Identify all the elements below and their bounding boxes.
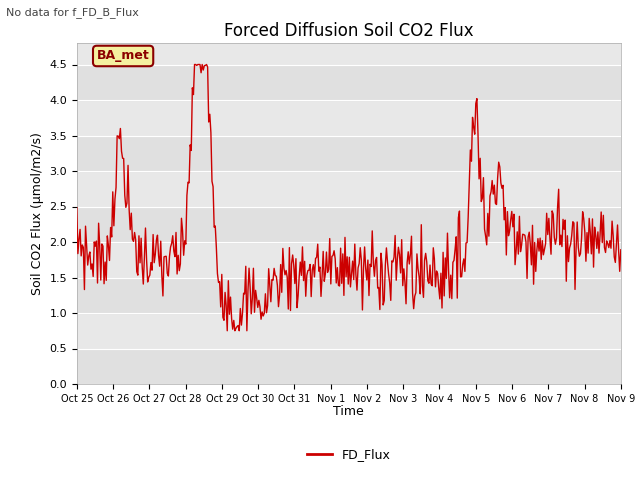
Bar: [77, 64, 621, 100]
Bar: [77, 348, 621, 384]
Bar: [77, 313, 621, 348]
Bar: [77, 277, 621, 313]
Bar: [77, 242, 621, 277]
Bar: [77, 29, 621, 64]
Text: BA_met: BA_met: [97, 49, 150, 62]
Bar: [77, 171, 621, 206]
Bar: [77, 206, 621, 242]
Text: No data for f_FD_B_Flux: No data for f_FD_B_Flux: [6, 7, 140, 18]
X-axis label: Time: Time: [333, 405, 364, 418]
Bar: [77, 135, 621, 171]
Bar: [77, 100, 621, 135]
Title: Forced Diffusion Soil CO2 Flux: Forced Diffusion Soil CO2 Flux: [224, 22, 474, 40]
Y-axis label: Soil CO2 Flux (μmol/m2/s): Soil CO2 Flux (μmol/m2/s): [31, 132, 44, 295]
Legend: FD_Flux: FD_Flux: [302, 444, 396, 467]
